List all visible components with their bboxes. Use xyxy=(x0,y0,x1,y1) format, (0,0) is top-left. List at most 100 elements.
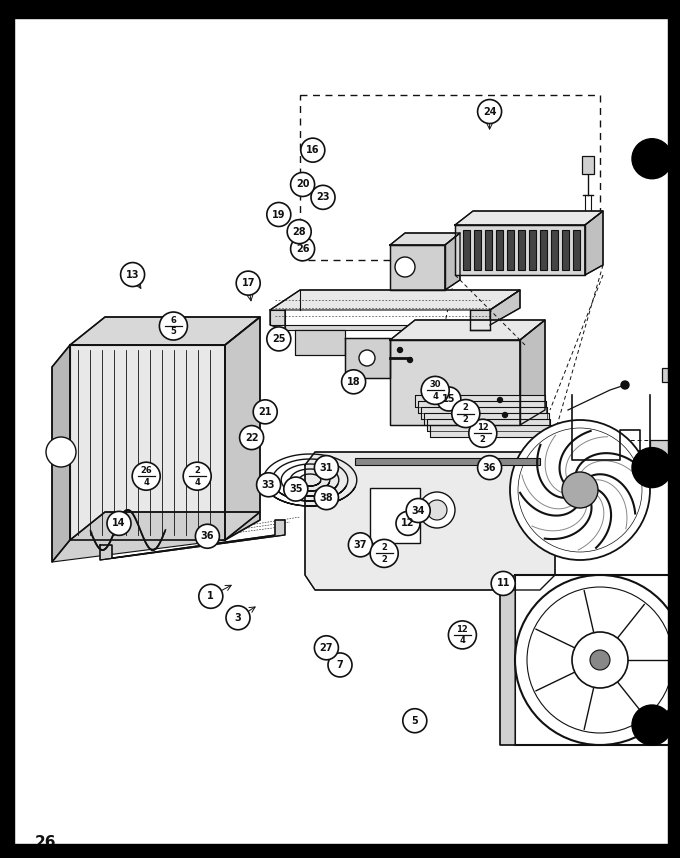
Circle shape xyxy=(510,420,650,560)
Circle shape xyxy=(348,533,373,557)
Polygon shape xyxy=(455,211,603,225)
Circle shape xyxy=(398,347,403,353)
Circle shape xyxy=(477,456,502,480)
Polygon shape xyxy=(421,407,547,419)
Text: 14: 14 xyxy=(112,518,126,529)
Text: 11: 11 xyxy=(496,578,510,589)
Text: 33: 33 xyxy=(262,480,275,490)
Circle shape xyxy=(311,185,335,209)
Circle shape xyxy=(46,437,76,467)
Text: 31: 31 xyxy=(320,462,333,473)
Circle shape xyxy=(590,650,610,670)
Polygon shape xyxy=(520,320,545,425)
Circle shape xyxy=(406,498,430,523)
Bar xyxy=(662,368,680,382)
Text: 1: 1 xyxy=(207,591,214,601)
Circle shape xyxy=(419,492,455,528)
Polygon shape xyxy=(573,230,580,270)
Polygon shape xyxy=(585,211,603,275)
Circle shape xyxy=(572,632,628,688)
Circle shape xyxy=(359,350,375,366)
Polygon shape xyxy=(305,452,555,590)
Polygon shape xyxy=(225,317,260,540)
Polygon shape xyxy=(551,230,558,270)
Circle shape xyxy=(421,377,449,404)
Circle shape xyxy=(469,420,497,447)
Circle shape xyxy=(437,387,461,411)
Text: 21: 21 xyxy=(258,407,272,417)
Circle shape xyxy=(498,397,503,402)
Circle shape xyxy=(253,400,277,424)
Text: 2: 2 xyxy=(194,466,200,474)
Polygon shape xyxy=(390,233,460,245)
Text: 38: 38 xyxy=(320,492,333,503)
Circle shape xyxy=(632,139,672,178)
Text: 20: 20 xyxy=(296,179,309,190)
Circle shape xyxy=(107,511,131,535)
Text: 2: 2 xyxy=(480,435,486,444)
Text: 12: 12 xyxy=(401,518,415,529)
Circle shape xyxy=(503,413,507,418)
Circle shape xyxy=(395,257,415,277)
Text: 35: 35 xyxy=(289,484,303,494)
Circle shape xyxy=(314,636,339,660)
Circle shape xyxy=(427,500,447,520)
Circle shape xyxy=(621,381,629,389)
Circle shape xyxy=(407,358,413,362)
Text: 23: 23 xyxy=(316,192,330,202)
Circle shape xyxy=(183,462,211,490)
Text: 7: 7 xyxy=(337,660,343,670)
Circle shape xyxy=(236,271,260,295)
Circle shape xyxy=(120,263,145,287)
Polygon shape xyxy=(390,245,445,290)
Polygon shape xyxy=(100,520,285,560)
Circle shape xyxy=(159,312,188,340)
Circle shape xyxy=(562,472,598,508)
Polygon shape xyxy=(500,575,515,745)
Circle shape xyxy=(284,477,308,501)
Text: 15: 15 xyxy=(442,394,456,404)
Circle shape xyxy=(267,202,291,227)
Text: 26: 26 xyxy=(296,244,309,254)
Polygon shape xyxy=(496,230,503,270)
Polygon shape xyxy=(270,290,520,310)
Polygon shape xyxy=(424,413,549,425)
Text: 4: 4 xyxy=(432,392,438,401)
Text: 16: 16 xyxy=(306,145,320,155)
Polygon shape xyxy=(418,401,546,413)
Bar xyxy=(650,440,680,468)
Polygon shape xyxy=(390,340,520,425)
Polygon shape xyxy=(70,317,260,345)
Text: 4: 4 xyxy=(143,478,149,486)
Circle shape xyxy=(290,172,315,196)
Bar xyxy=(668,0,680,858)
Bar xyxy=(515,575,680,745)
Text: 4: 4 xyxy=(460,637,465,645)
Circle shape xyxy=(491,571,515,595)
Circle shape xyxy=(287,220,311,244)
Circle shape xyxy=(239,426,264,450)
Text: 22: 22 xyxy=(245,432,258,443)
Text: 13: 13 xyxy=(126,269,139,280)
Polygon shape xyxy=(430,425,551,437)
Text: 25: 25 xyxy=(272,334,286,344)
Circle shape xyxy=(256,473,281,497)
Bar xyxy=(370,488,420,543)
Circle shape xyxy=(132,462,160,490)
Text: 26: 26 xyxy=(35,835,56,850)
Polygon shape xyxy=(70,345,225,540)
Polygon shape xyxy=(490,290,520,325)
Polygon shape xyxy=(529,230,536,270)
Circle shape xyxy=(314,456,339,480)
Bar xyxy=(0,0,14,858)
Polygon shape xyxy=(518,230,525,270)
Circle shape xyxy=(370,540,398,567)
Text: 6: 6 xyxy=(171,316,176,324)
Text: 37: 37 xyxy=(354,540,367,550)
Text: 34: 34 xyxy=(411,505,425,516)
Circle shape xyxy=(515,575,680,745)
Text: 30: 30 xyxy=(430,380,441,389)
Text: 5: 5 xyxy=(171,328,176,336)
Polygon shape xyxy=(562,230,569,270)
Polygon shape xyxy=(540,230,547,270)
